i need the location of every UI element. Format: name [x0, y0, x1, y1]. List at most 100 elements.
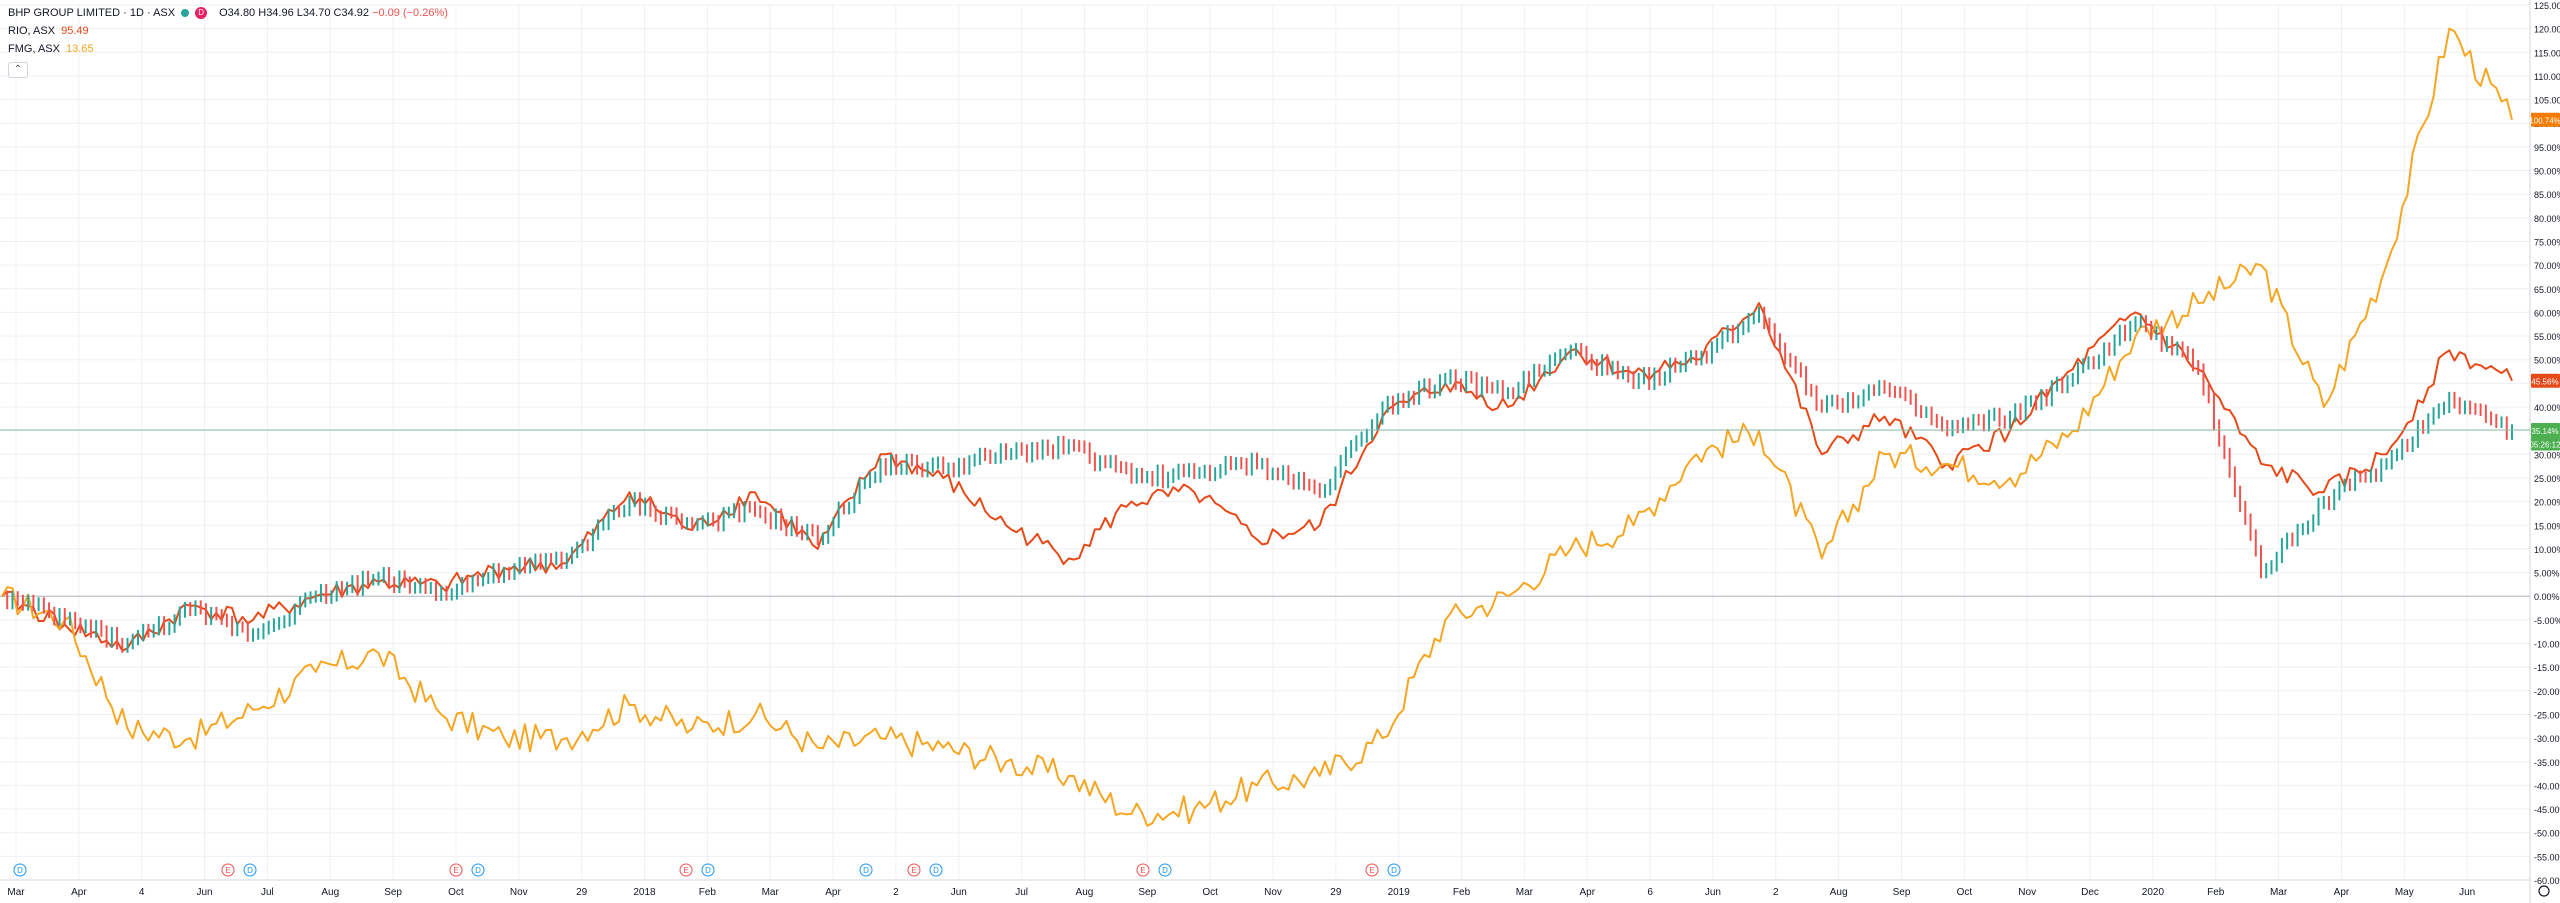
price-label-badge [2531, 423, 2560, 438]
y-tick-label: 10.00% [2534, 545, 2560, 555]
ohlc-open: O34.80 [219, 7, 256, 19]
rio-value: 95.49 [61, 25, 89, 37]
event-marker-d [1387, 863, 1401, 877]
rio-symbol: RIO, ASX [8, 25, 56, 37]
x-tick-label: 2 [893, 887, 899, 898]
y-tick-label: 65.00% [2534, 285, 2560, 295]
event-marker-d [929, 863, 943, 877]
legend-main-row[interactable]: BHP GROUP LIMITED · 1D · ASX D O34.80 H3… [8, 4, 448, 22]
event-marker-e [221, 863, 235, 877]
settings-gear-icon [2538, 885, 2550, 897]
y-tick-label: 85.00% [2534, 190, 2560, 200]
ohlc-close: C34.92 [333, 7, 369, 19]
y-tick-label: -10.00% [2534, 640, 2560, 650]
main-symbol-title: BHP GROUP LIMITED · 1D · ASX [8, 7, 176, 19]
y-tick-label: -55.00% [2534, 852, 2560, 862]
y-tick-label: 20.00% [2534, 498, 2560, 508]
y-tick-label: 0.00% [2534, 592, 2560, 602]
x-tick-label: Jul [1015, 887, 1028, 898]
event-marker-d [859, 863, 873, 877]
ohlc-low: L34.70 [296, 7, 331, 19]
x-tick-label: May [2395, 887, 2414, 898]
legend-rio-row[interactable]: RIO, ASX 95.49 [8, 22, 448, 40]
x-tick-label: Aug [1830, 887, 1848, 898]
legend-fmg-row[interactable]: FMG, ASX 13.65 [8, 40, 448, 58]
x-tick-label: Sep [1138, 887, 1156, 898]
event-marker-label: E [453, 866, 458, 875]
x-tick-label: Mar [1516, 887, 1534, 898]
delayed-badge-icon: D [195, 7, 208, 19]
event-marker-label: D [475, 866, 481, 875]
y-tick-label: 75.00% [2534, 237, 2560, 247]
event-marker-label: E [1369, 866, 1374, 875]
y-tick-label: 110.00% [2534, 72, 2560, 82]
event-marker-label: E [911, 866, 916, 875]
event-marker-e [449, 863, 463, 877]
x-tick-label: Nov [2018, 887, 2036, 898]
y-tick-label: 55.00% [2534, 332, 2560, 342]
event-marker-d [13, 863, 27, 877]
x-tick-label: Apr [825, 887, 841, 898]
event-marker-label: E [683, 866, 688, 875]
x-tick-label: Nov [1264, 887, 1282, 898]
y-tick-label: -15.00% [2534, 663, 2560, 673]
y-tick-label: 125.00% [2534, 1, 2560, 11]
x-tick-label: 2 [1773, 887, 1779, 898]
y-tick-label: 90.00% [2534, 167, 2560, 177]
x-tick-label: Oct [448, 887, 464, 898]
x-tick-label: Feb [1453, 887, 1471, 898]
x-tick-label: Aug [321, 887, 339, 898]
event-marker-d [1158, 863, 1172, 877]
x-tick-label: 4 [139, 887, 145, 898]
y-tick-label: 115.00% [2534, 48, 2560, 58]
event-marker-label: E [1140, 866, 1145, 875]
y-tick-label: -25.00% [2534, 710, 2560, 720]
x-tick-label: 2018 [633, 887, 656, 898]
x-tick-label: Jun [2459, 887, 2475, 898]
x-tick-label: Feb [2207, 887, 2225, 898]
x-tick-label: Apr [71, 887, 87, 898]
event-marker-label: D [17, 866, 23, 875]
y-tick-label: 30.00% [2534, 450, 2560, 460]
y-tick-label: 15.00% [2534, 521, 2560, 531]
ohlc-readout: O34.80 H34.96 L34.70 C34.92 −0.09 (−0.26… [219, 4, 448, 22]
x-tick-label: Sep [384, 887, 402, 898]
x-tick-label: Mar [2270, 887, 2288, 898]
x-tick-label: Aug [1076, 887, 1094, 898]
fmg-symbol: FMG, ASX [8, 43, 60, 55]
event-marker-d [471, 863, 485, 877]
y-tick-label: -5.00% [2534, 616, 2560, 626]
event-marker-label: D [1162, 866, 1168, 875]
y-tick-label: 50.00% [2534, 356, 2560, 366]
x-tick-label: Oct [1202, 887, 1218, 898]
x-tick-label: Jun [1705, 887, 1721, 898]
x-tick-label: Jun [951, 887, 967, 898]
price-label-text: 05:26:12 [2529, 440, 2560, 449]
x-tick-label: Sep [1893, 887, 1911, 898]
legend: BHP GROUP LIMITED · 1D · ASX D O34.80 H3… [8, 4, 448, 58]
y-tick-label: 60.00% [2534, 308, 2560, 318]
x-tick-label: 2020 [2142, 887, 2165, 898]
x-tick-label: 6 [1647, 887, 1653, 898]
event-marker-e [679, 863, 693, 877]
y-tick-label: 95.00% [2534, 143, 2560, 153]
y-tick-label: 80.00% [2534, 214, 2560, 224]
y-tick-label: 40.00% [2534, 403, 2560, 413]
y-tick-label: -35.00% [2534, 758, 2560, 768]
event-marker-d [243, 863, 257, 877]
price-label-badge [2531, 373, 2560, 388]
event-marker-e [907, 863, 921, 877]
y-tick-label: 25.00% [2534, 474, 2560, 484]
y-tick-label: -20.00% [2534, 687, 2560, 697]
x-tick-label: Oct [1957, 887, 1973, 898]
event-marker-d [701, 863, 715, 877]
price-label-text: 35.14% [2531, 427, 2558, 436]
rio-series-line [1, 302, 2513, 652]
event-marker-e [1136, 863, 1150, 877]
y-tick-label: -50.00% [2534, 829, 2560, 839]
event-marker-label: D [933, 866, 939, 875]
fmg-series-line [1, 27, 2513, 827]
collapse-legend-button[interactable]: ⌃ [8, 62, 28, 78]
y-tick-label: 105.00% [2534, 96, 2560, 106]
